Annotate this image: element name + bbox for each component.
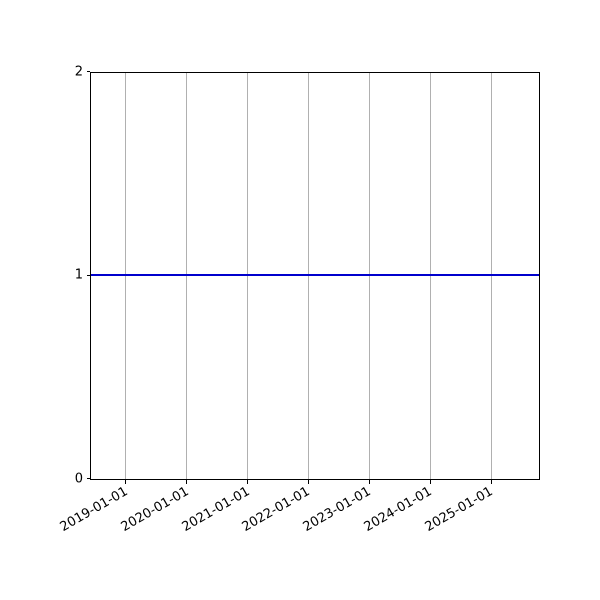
x-tick-label: 2022-01-01	[240, 484, 313, 535]
x-tick-mark	[429, 480, 431, 484]
x-tick-mark	[125, 480, 127, 484]
y-tick-mark	[86, 274, 90, 276]
x-tick-mark	[247, 480, 249, 484]
y-tick-mark	[86, 71, 90, 72]
y-tick-mark	[86, 478, 90, 479]
y-tick-label: 1	[74, 267, 83, 283]
x-tick-mark	[490, 480, 492, 484]
x-tick-label: 2021-01-01	[179, 484, 253, 535]
x-tick-label: 2019-01-01	[57, 484, 131, 535]
x-tick-label: 2020-01-01	[118, 484, 192, 535]
x-tick-label: 2023-01-01	[300, 484, 374, 535]
x-tick-mark	[186, 480, 188, 484]
y-tick-label: 0	[74, 471, 83, 486]
x-tick-label: 2025-01-01	[422, 484, 496, 535]
y-tick-label: 2	[74, 64, 83, 79]
data-line	[91, 273, 539, 277]
plot-area	[90, 72, 540, 480]
x-tick-mark	[368, 480, 370, 484]
x-tick-label: 2024-01-01	[361, 484, 435, 535]
x-tick-mark	[307, 480, 309, 484]
